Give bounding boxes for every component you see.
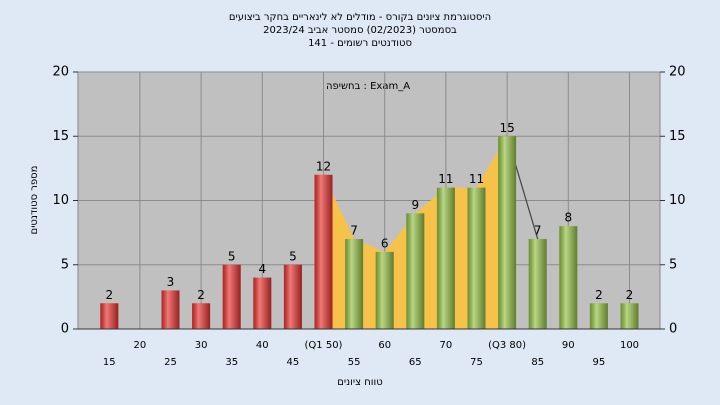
chart-subtitle: בסמסטר (02/2023) סמסטר אביב 2023/24 [263, 25, 457, 36]
data-label: 4 [258, 262, 266, 276]
bar-shade [528, 239, 547, 329]
y-axis-label: מספר סטודנטים [29, 166, 40, 235]
x-tick-label: 35 [225, 357, 238, 368]
chart-subtitle: סטודנטים רשומים - 141 [308, 38, 412, 49]
bar-shade [161, 290, 180, 329]
bar-shade [100, 303, 119, 329]
x-tick-label: 30 [195, 340, 208, 351]
bar-shade [498, 136, 517, 329]
data-label: 12 [316, 159, 331, 173]
bar-shade [253, 277, 272, 329]
y-tick-label: 0 [61, 322, 69, 337]
data-label: 2 [197, 288, 205, 302]
bar-shade [283, 264, 302, 329]
x-tick-label: 55 [348, 357, 361, 368]
x-tick-label: 90 [562, 340, 575, 351]
y2-tick-label: 0 [669, 322, 677, 337]
data-label: 6 [381, 236, 389, 250]
data-label: 3 [167, 275, 175, 289]
x-tick-label: (Q3 80) [488, 340, 526, 351]
y-tick-label: 15 [52, 129, 69, 144]
data-label: 5 [228, 249, 236, 263]
x-tick-label: 25 [164, 357, 177, 368]
data-label: 15 [499, 121, 514, 135]
x-tick-label: 75 [470, 357, 483, 368]
bar-shade [375, 251, 394, 329]
bar-shade [406, 213, 425, 329]
x-tick-label: (Q1 50) [305, 340, 343, 351]
bar-shade [620, 303, 639, 329]
data-label: 9 [411, 198, 419, 212]
data-label: 7 [350, 224, 358, 238]
x-tick-label: 70 [440, 340, 453, 351]
data-label: 2 [105, 288, 113, 302]
bar-shade [314, 174, 333, 329]
x-tick-label: 40 [256, 340, 269, 351]
chart-title: היסטוגרמת ציונים בקורס - מודלים לא לינאר… [229, 12, 491, 23]
x-axis-label: טווח ציונים [337, 377, 382, 388]
x-tick-label: 95 [593, 357, 606, 368]
data-label: 8 [564, 211, 572, 225]
annotation: בחשיפה : Exam_A [326, 81, 410, 92]
bar-shade [589, 303, 608, 329]
x-tick-label: 60 [378, 340, 391, 351]
x-tick-label: 65 [409, 357, 422, 368]
x-tick-label: 15 [103, 357, 116, 368]
bar-shade [436, 187, 455, 329]
bar-shade [467, 187, 486, 329]
y2-tick-label: 15 [669, 129, 686, 144]
bar-shade [345, 239, 364, 329]
y-tick-label: 5 [61, 257, 69, 272]
x-tick-label: 20 [134, 340, 147, 351]
data-label: 5 [289, 249, 297, 263]
y2-tick-label: 20 [669, 65, 686, 80]
data-label: 2 [626, 288, 634, 302]
y2-tick-label: 10 [669, 193, 686, 208]
bar-shade [192, 303, 211, 329]
bar-shade [222, 264, 241, 329]
data-label: 11 [469, 172, 484, 186]
x-tick-label: 100 [620, 340, 639, 351]
y2-tick-label: 5 [669, 257, 677, 272]
x-tick-label: 45 [287, 357, 300, 368]
data-label: 7 [534, 224, 542, 238]
x-tick-label: 85 [531, 357, 544, 368]
y-tick-label: 20 [52, 65, 69, 80]
data-label: 2 [595, 288, 603, 302]
y-tick-label: 10 [52, 193, 69, 208]
bar-shade [559, 226, 578, 329]
data-label: 11 [438, 172, 453, 186]
